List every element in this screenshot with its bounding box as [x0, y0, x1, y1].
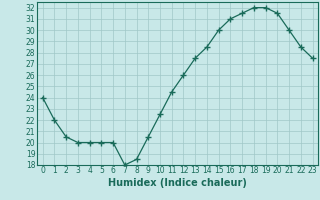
X-axis label: Humidex (Indice chaleur): Humidex (Indice chaleur) [108, 178, 247, 188]
